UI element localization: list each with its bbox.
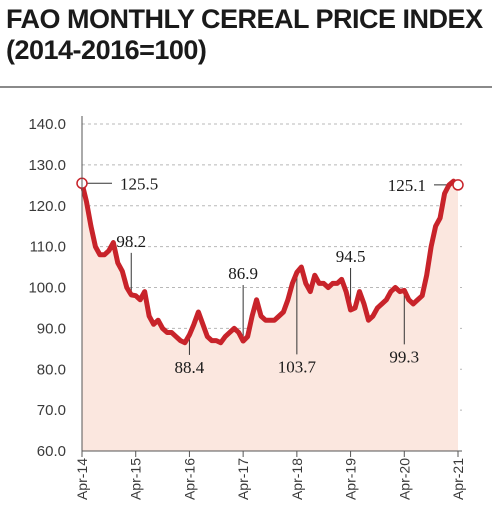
- data-label: 99.3: [389, 347, 419, 366]
- x-tick-label: Apr-21: [450, 458, 466, 500]
- x-tick-label: Apr-15: [128, 458, 144, 500]
- x-tick-label: Apr-18: [289, 458, 305, 500]
- data-label: 125.5: [120, 174, 158, 193]
- x-tick-label: Apr-16: [181, 458, 197, 500]
- endpoint-marker: [452, 179, 464, 191]
- chart-subtitle: (2014-2016=100): [6, 35, 207, 65]
- y-tick-label: 140.0: [28, 116, 66, 133]
- labels-layer: 60.0 70.0 80.0 90.0 100.0 110.0 120.0 130.0 140.…: [28, 116, 466, 500]
- x-tick-label: Apr-17: [235, 458, 251, 500]
- data-label: 94.5: [336, 247, 366, 266]
- y-tick-label: 120.0: [28, 198, 66, 215]
- data-label: 125.1: [388, 176, 426, 195]
- data-label: 103.7: [278, 357, 317, 376]
- area-layer: [82, 181, 458, 452]
- x-tick-label: Apr-20: [396, 458, 412, 500]
- data-label: 88.4: [175, 358, 205, 377]
- x-tick-label: Apr-19: [343, 458, 359, 500]
- y-tick-label: 80.0: [37, 361, 66, 378]
- y-tick-label: 60.0: [37, 443, 66, 460]
- data-label: 98.2: [116, 232, 146, 251]
- series-line: [79, 178, 461, 346]
- title-divider: [0, 86, 492, 88]
- chart-title: FAO MONTHLY CEREAL PRICE INDEX (2014-201…: [6, 4, 483, 66]
- y-tick-label: 110.0: [30, 239, 66, 256]
- area-fill: [82, 181, 458, 452]
- y-tick-label: 100.0: [28, 280, 66, 297]
- data-label: 86.9: [228, 264, 258, 283]
- y-tick-label: 90.0: [37, 320, 66, 337]
- chart-title-line-1: FAO MONTHLY CEREAL PRICE INDEX: [6, 4, 483, 34]
- y-tick-label: 70.0: [37, 402, 66, 419]
- x-tick-label: Apr-14: [74, 458, 90, 500]
- axis-layer: [81, 116, 462, 457]
- y-tick-label: 130.0: [28, 157, 66, 174]
